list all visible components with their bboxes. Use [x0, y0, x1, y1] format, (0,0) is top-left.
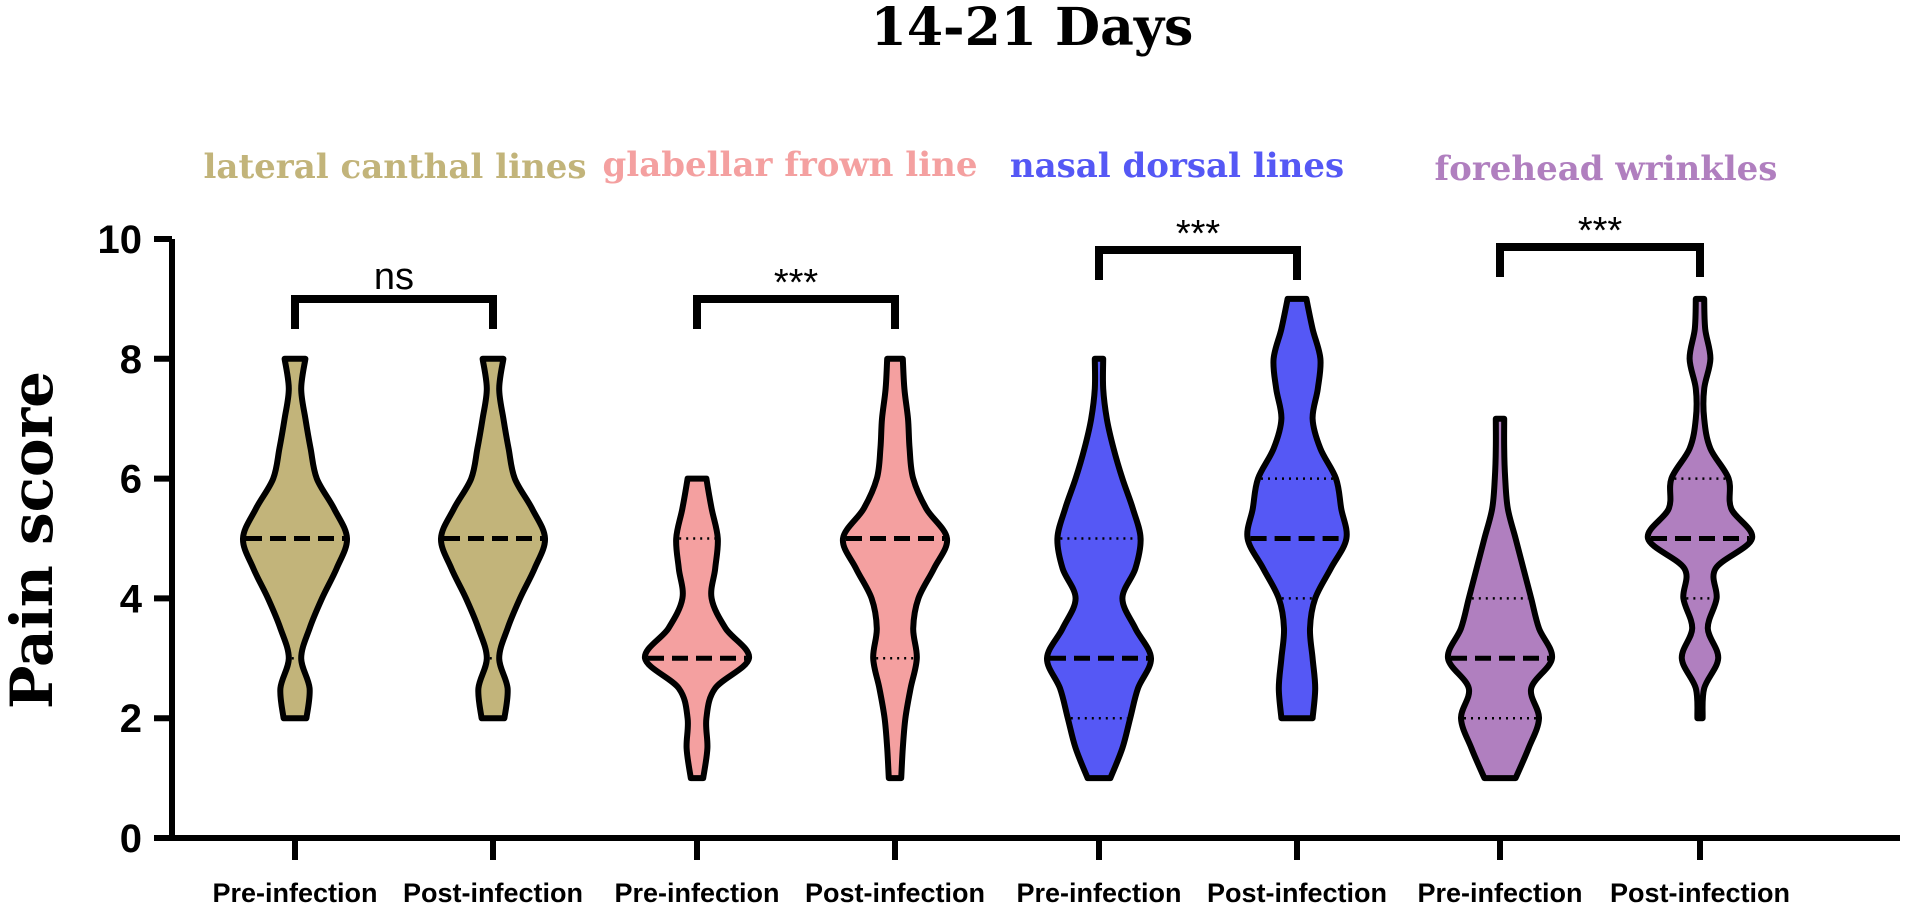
violin: [1644, 295, 1756, 722]
group-title: glabellar frown line: [603, 145, 978, 185]
chart-title: 14-21 Days: [871, 0, 1194, 58]
y-tick-label: 10: [98, 218, 143, 262]
y-tick-label: 4: [120, 577, 143, 621]
y-tick-label: 6: [120, 458, 142, 502]
significance-bracket: [1095, 246, 1301, 280]
violin: [1044, 355, 1154, 782]
x-tick-label: Post-infection: [1610, 878, 1790, 908]
x-tick-label: Pre-infection: [1016, 878, 1181, 908]
violin: [1244, 295, 1350, 722]
y-tick-label: 0: [120, 817, 142, 861]
x-tick-label: Post-infection: [403, 878, 583, 908]
group-title: forehead wrinkles: [1435, 149, 1778, 189]
plot-area: 0 2 4 6 8 10 lateral canthal lines Pre-infectio…: [98, 145, 1900, 908]
group-title: lateral canthal lines: [204, 147, 587, 187]
significance-label: ns: [374, 256, 414, 298]
violin: [642, 475, 752, 782]
significance-label: ***: [774, 262, 819, 304]
violin: [839, 355, 951, 782]
significance-bracket: [693, 295, 899, 329]
significance-bracket: [1496, 243, 1704, 277]
x-tick-label: Post-infection: [1207, 878, 1387, 908]
x-tick-label: Pre-infection: [614, 878, 779, 908]
group-title: nasal dorsal lines: [1010, 146, 1344, 186]
x-tick-label: Post-infection: [805, 878, 985, 908]
significance-label: ***: [1578, 210, 1623, 252]
significance-label: ***: [1176, 213, 1221, 255]
y-axis-label: Pain score: [0, 371, 66, 709]
y-tick-label: 2: [120, 697, 142, 741]
x-tick-label: Pre-infection: [212, 878, 377, 908]
y-tick-label: 8: [120, 338, 142, 382]
significance-bracket: [291, 295, 497, 329]
x-tick-label: Pre-infection: [1417, 878, 1582, 908]
